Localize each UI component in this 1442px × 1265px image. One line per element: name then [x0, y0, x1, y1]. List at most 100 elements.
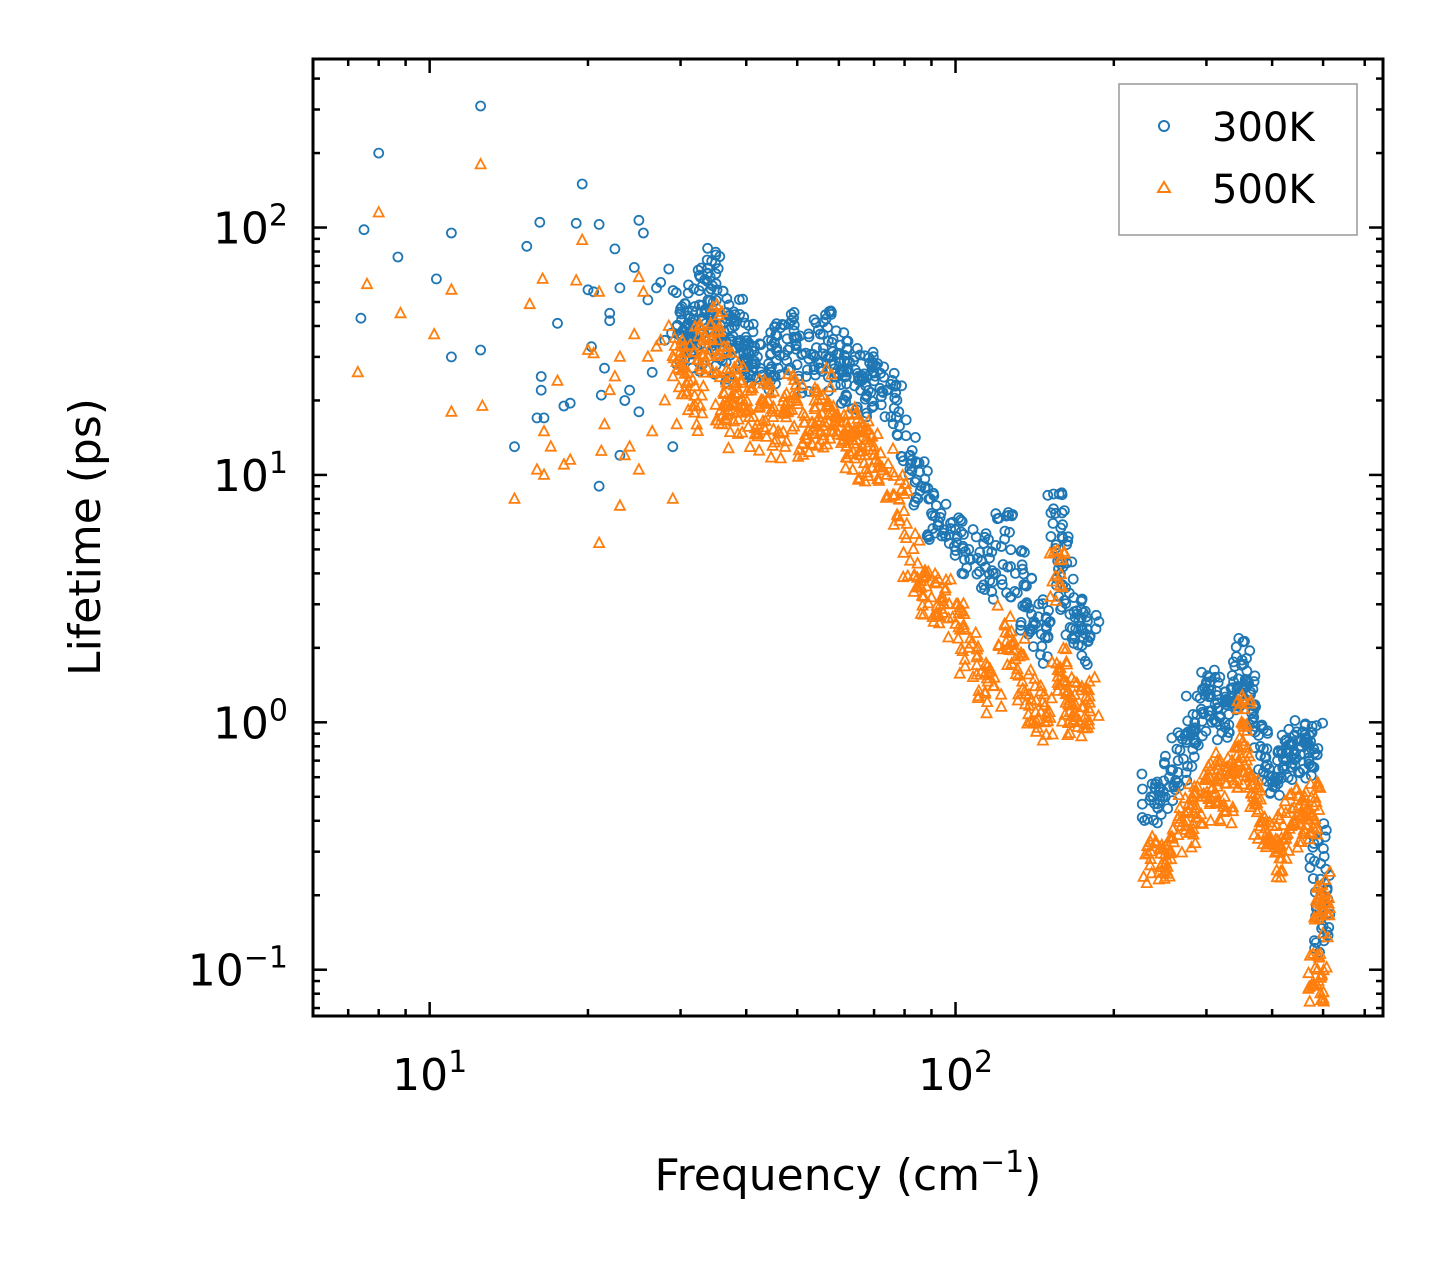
point-300k-53-11 [712, 263, 724, 275]
point-300k-104-8 [1188, 726, 1199, 738]
y-tick-label-1: 100 [213, 693, 288, 749]
point-500k-114-5 [1311, 777, 1325, 790]
point-500k-55-12 [740, 402, 753, 416]
point-500k-88-11 [1058, 707, 1072, 720]
point-300k-98-2 [1136, 812, 1148, 823]
point-300k-121-13 [1309, 855, 1320, 867]
point-500k-118-12 [1309, 892, 1323, 906]
point-500k-109-3 [1276, 817, 1290, 830]
point-500k-70-6 [867, 439, 881, 452]
point-500k-78-6 [956, 620, 970, 633]
point-300k-62-4 [747, 326, 759, 338]
point-500k-72-13 [896, 467, 910, 481]
point-300k-76-4 [868, 400, 880, 412]
point-500k-40 [654, 332, 668, 346]
point-500k-93-13 [1145, 865, 1159, 879]
point-300k-99-8 [1152, 802, 1163, 814]
point-300k-110-10 [1228, 676, 1239, 688]
point-500k-52-11 [720, 377, 734, 390]
point-300k-80-13 [922, 465, 933, 477]
point-500k-48-8 [687, 344, 701, 357]
point-300k-92-3 [1048, 488, 1059, 500]
point-300k-98-11 [1136, 768, 1148, 780]
point-300k-51-10 [688, 283, 700, 295]
point-500k-47-4 [682, 373, 696, 387]
point-300k-92-4 [1042, 489, 1054, 501]
point-300k-49-2 [675, 308, 687, 320]
point-500k-63-13 [809, 384, 823, 398]
point-500k-50-8 [704, 316, 718, 329]
point-300k-19 [570, 217, 582, 229]
point-500k-3 [394, 305, 407, 319]
point-500k-85-12 [1034, 704, 1048, 718]
point-500k-39 [650, 339, 663, 352]
point-500k-76-3 [932, 615, 946, 629]
point-300k-40 [646, 366, 658, 378]
point-500k-65-11 [829, 408, 843, 422]
point-500k-78-8 [958, 652, 972, 665]
point-300k-97-10 [1077, 607, 1089, 618]
point-300k-116-11 [1273, 764, 1284, 776]
point-300k-4 [430, 273, 442, 285]
point-300k-84-7 [958, 529, 969, 540]
point-300k-90-6 [1027, 620, 1039, 631]
point-500k-47-12 [690, 417, 704, 430]
point-300k-24 [593, 480, 605, 492]
point-300k-89-6 [1024, 626, 1036, 637]
point-500k-63-4 [823, 379, 837, 393]
point-300k-102-4 [1174, 744, 1186, 756]
point-300k-49-4 [676, 301, 688, 313]
point-300k-99-7 [1162, 803, 1174, 814]
point-500k-118-11 [1322, 890, 1336, 903]
point-300k-88-12 [1005, 591, 1016, 603]
x-axis-title-sup: −1 [980, 1145, 1024, 1180]
point-500k-82-8 [1002, 625, 1016, 638]
point-500k-95-12 [1164, 843, 1178, 856]
point-300k-76-13 [868, 367, 880, 379]
point-500k-57-12 [763, 385, 777, 399]
point-300k-101 [1172, 755, 1184, 766]
point-500k-55-6 [735, 405, 749, 418]
point-500k-82-10 [1017, 647, 1031, 661]
point-500k-89-11 [1061, 727, 1075, 740]
point-500k-86-6 [1046, 574, 1059, 587]
point-300k-11 [531, 412, 543, 424]
point-500k-95-9 [1167, 834, 1181, 848]
point-500k-8 [475, 398, 489, 411]
point-500k-110-13 [1273, 850, 1287, 864]
point-500k-107-8 [1247, 827, 1261, 840]
point-500k-76-6 [929, 576, 943, 589]
point-500k-108-9 [1265, 818, 1279, 831]
point-500k-58-10 [767, 421, 780, 435]
point-500k-77-11 [942, 611, 956, 624]
point-500k-76-10 [929, 605, 943, 618]
point-500k-84-5 [1034, 678, 1048, 692]
point-300k-110-11 [1238, 658, 1249, 670]
point-500k-68-10 [848, 451, 862, 464]
point-500k-74-11 [914, 606, 928, 619]
point-500k-34 [632, 462, 646, 475]
point-500k-89-8 [1066, 697, 1080, 710]
point-500k-46-4 [688, 388, 702, 401]
point-500k-111-11 [1291, 840, 1305, 853]
point-300k-117-9 [1286, 774, 1298, 785]
point-300k-72-13 [840, 389, 852, 401]
point-500k-110-5 [1279, 851, 1293, 864]
point-300k-94-4 [1067, 573, 1079, 585]
point-500k-63-9 [808, 401, 822, 415]
point-500k-51-9 [723, 424, 737, 438]
point-500k-56-5 [757, 419, 771, 433]
point-300k-91-11 [1040, 620, 1052, 632]
point-500k-77-10 [954, 602, 967, 616]
point-500k-80-11 [994, 687, 1008, 700]
point-300k-53-9 [710, 294, 722, 306]
point-300k-75-13 [857, 372, 868, 384]
point-500k-114-12 [1309, 794, 1323, 808]
point-500k-77-12 [942, 596, 956, 609]
point-500k-71-9 [886, 441, 900, 454]
point-500k-82-1 [1018, 631, 1032, 644]
point-500k-111-12 [1287, 800, 1301, 813]
point-500k-113-11 [1296, 790, 1310, 804]
point-500k-114-9 [1308, 790, 1322, 803]
point-500k-47-9 [696, 378, 710, 392]
